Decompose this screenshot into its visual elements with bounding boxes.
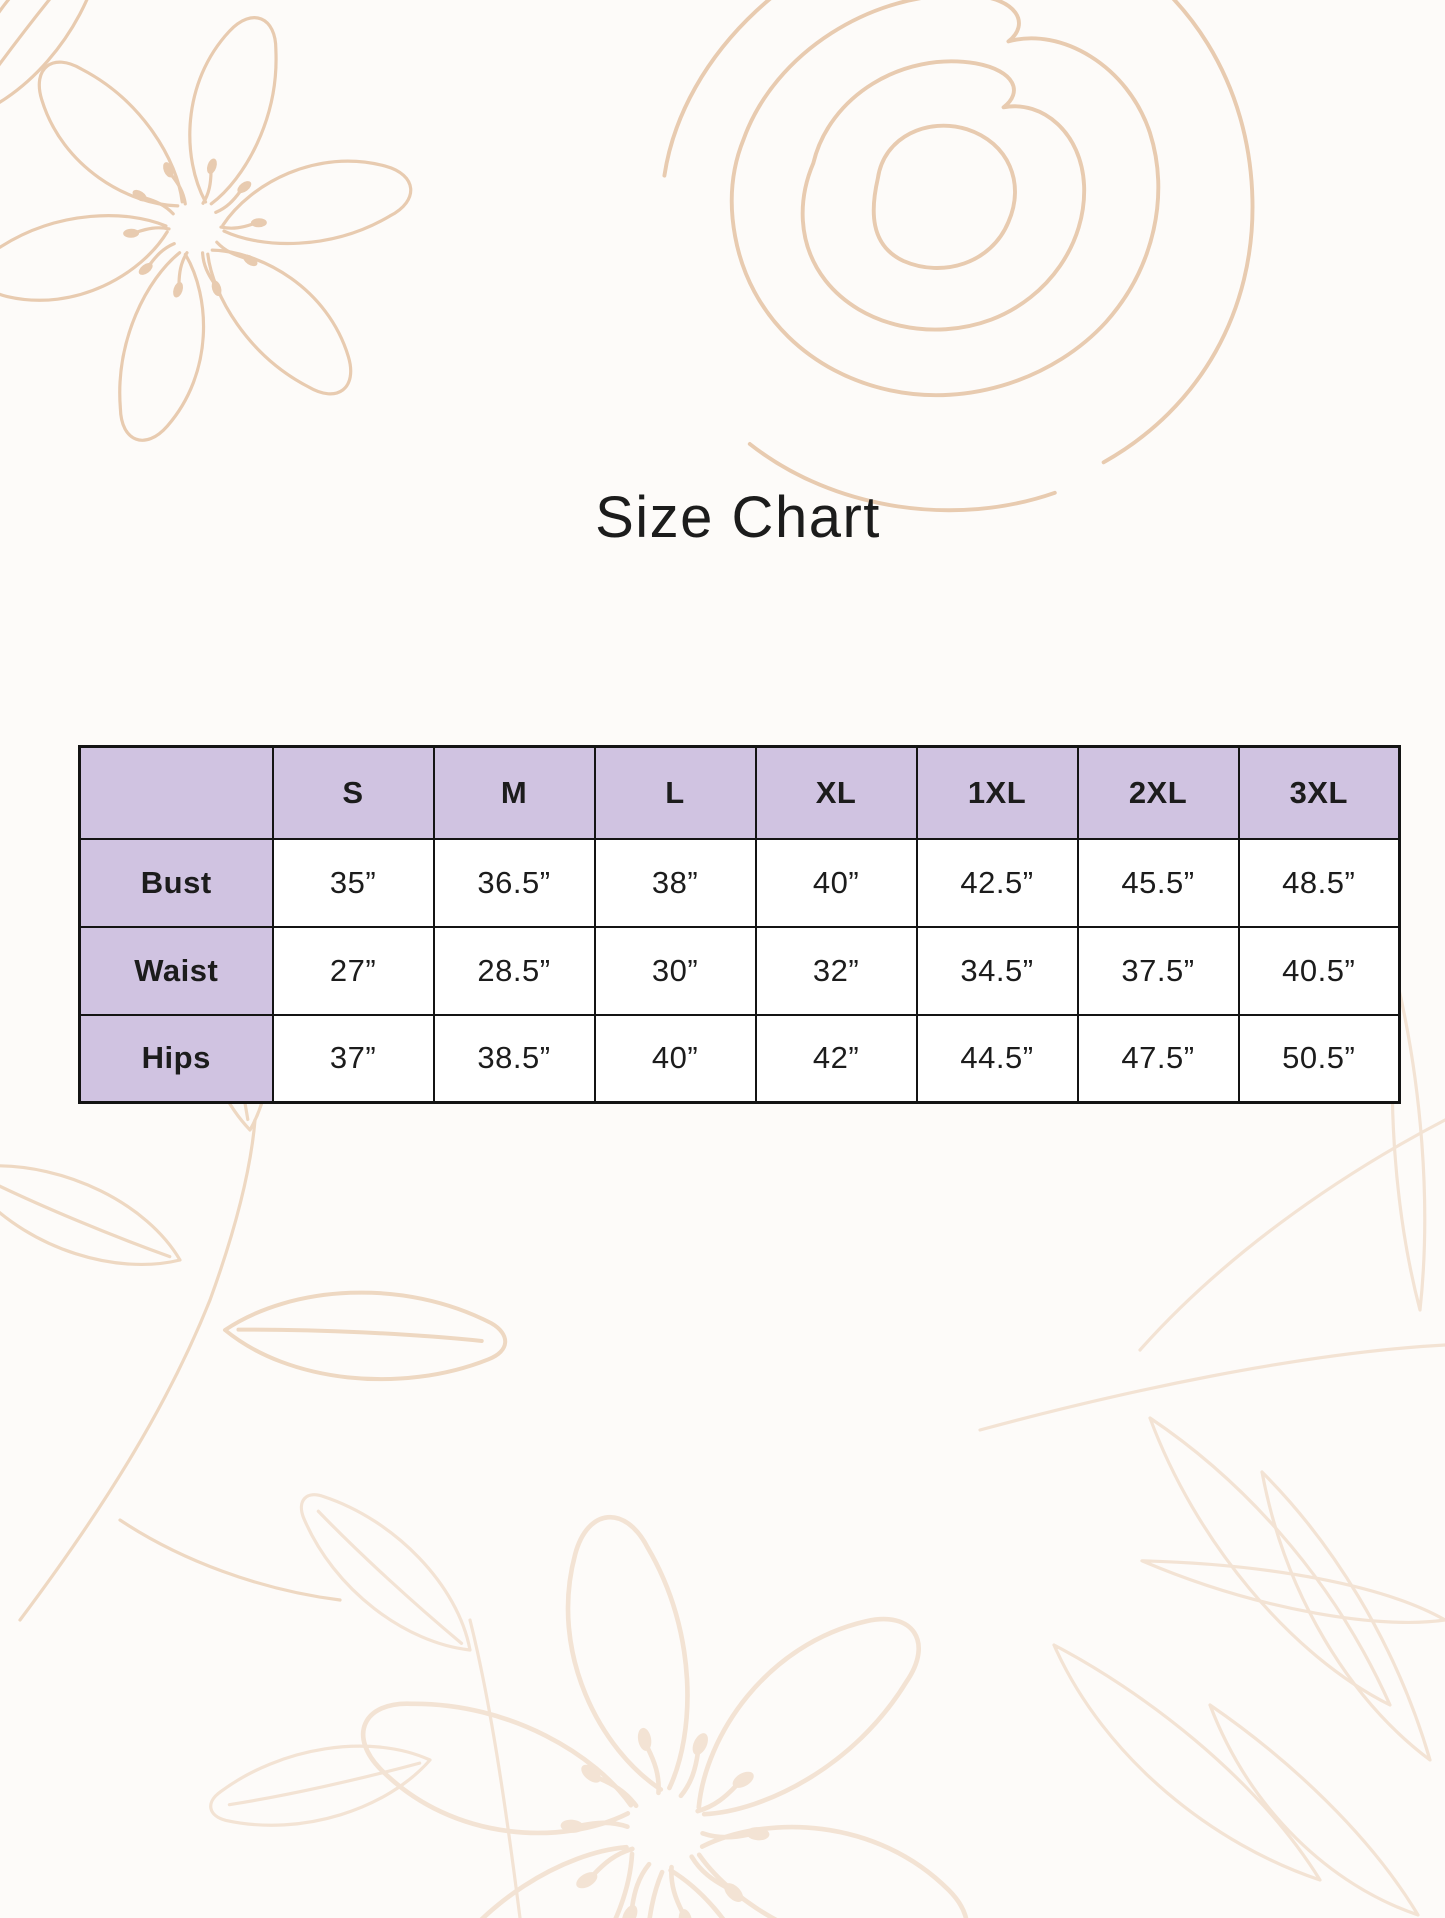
header-cell-3xl: 3XL xyxy=(1237,745,1401,840)
cell-waist-l: 30” xyxy=(593,925,757,1016)
table-row-waist: Waist 27” 28.5” 30” 32” 34.5” 37.5” 40.5… xyxy=(78,925,1401,1016)
cell-bust-3xl: 48.5” xyxy=(1237,837,1401,928)
cell-hips-l: 40” xyxy=(593,1013,757,1104)
cell-waist-2xl: 37.5” xyxy=(1076,925,1240,1016)
table-row-bust: Bust 35” 36.5” 38” 40” 42.5” 45.5” 48.5” xyxy=(78,837,1401,928)
cell-hips-m: 38.5” xyxy=(432,1013,596,1104)
size-chart-table: S M L XL 1XL 2XL 3XL Bust 35” 36.5” 38” … xyxy=(78,745,1401,1104)
row-label-waist: Waist xyxy=(78,925,274,1016)
header-cell-2xl: 2XL xyxy=(1076,745,1240,840)
cell-bust-m: 36.5” xyxy=(432,837,596,928)
table-header-row: S M L XL 1XL 2XL 3XL xyxy=(78,745,1401,840)
cell-hips-1xl: 44.5” xyxy=(915,1013,1079,1104)
cell-hips-xl: 42” xyxy=(754,1013,918,1104)
page-title: Size Chart xyxy=(595,485,881,550)
cell-bust-xl: 40” xyxy=(754,837,918,928)
header-cell-1xl: 1XL xyxy=(915,745,1079,840)
table-row-hips: Hips 37” 38.5” 40” 42” 44.5” 47.5” 50.5” xyxy=(78,1013,1401,1104)
cell-hips-3xl: 50.5” xyxy=(1237,1013,1401,1104)
header-cell-s: S xyxy=(271,745,435,840)
header-cell-xl: XL xyxy=(754,745,918,840)
cell-waist-1xl: 34.5” xyxy=(915,925,1079,1016)
row-label-hips: Hips xyxy=(78,1013,274,1104)
row-label-bust: Bust xyxy=(78,837,274,928)
cell-hips-2xl: 47.5” xyxy=(1076,1013,1240,1104)
cell-bust-s: 35” xyxy=(271,837,435,928)
header-cell-empty xyxy=(78,745,274,840)
leaf-cluster-bottom-right xyxy=(978,983,1445,1917)
cell-waist-m: 28.5” xyxy=(432,925,596,1016)
cell-bust-l: 38” xyxy=(593,837,757,928)
header-cell-l: L xyxy=(593,745,757,840)
cell-waist-3xl: 40.5” xyxy=(1237,925,1401,1016)
cell-waist-s: 27” xyxy=(271,925,435,1016)
flower-line-art-bottom-center xyxy=(207,1458,1021,1918)
cell-bust-1xl: 42.5” xyxy=(915,837,1079,928)
cell-hips-s: 37” xyxy=(271,1013,435,1104)
header-cell-m: M xyxy=(432,745,596,840)
rose-line-art-top-right xyxy=(662,0,1255,513)
cell-bust-2xl: 45.5” xyxy=(1076,837,1240,928)
flower-line-art-top-left xyxy=(0,0,463,503)
cell-waist-xl: 32” xyxy=(754,925,918,1016)
